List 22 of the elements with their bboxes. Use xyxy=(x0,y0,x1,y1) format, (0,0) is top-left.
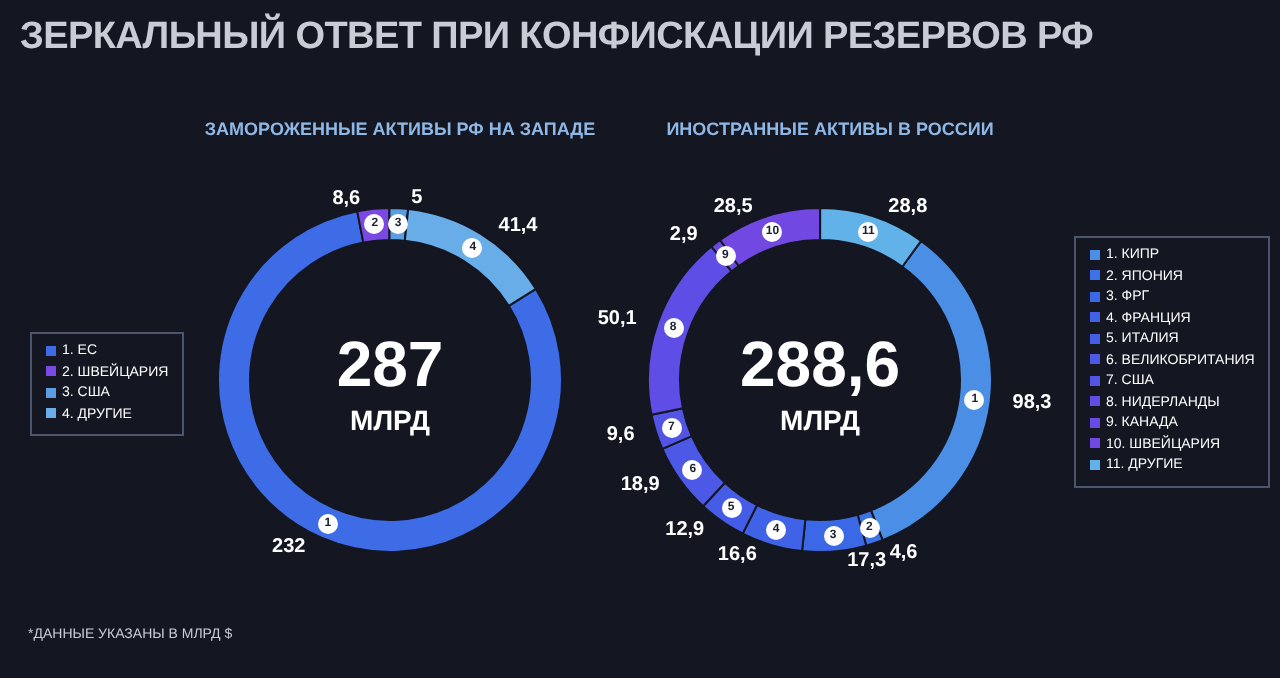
data-label: 41,4 xyxy=(498,214,539,237)
data-label: 2,9 xyxy=(669,224,699,247)
data-label: 18,9 xyxy=(620,474,661,497)
data-label: 9,6 xyxy=(606,424,636,447)
data-label: 17,3 xyxy=(847,550,888,573)
text: МЛРД xyxy=(780,404,860,436)
data-label: 16,6 xyxy=(717,543,758,566)
data-label: 4,6 xyxy=(889,541,919,564)
text: 287 xyxy=(336,328,444,400)
text: МЛРД xyxy=(350,404,430,436)
data-label: 28,5 xyxy=(713,195,754,218)
chart-subtitle: ИНОСТРАННЫЕ АКТИВЫ В РОССИИ xyxy=(666,119,994,139)
data-label: 232 xyxy=(272,535,307,558)
data-label: 8,6 xyxy=(332,187,362,210)
data-label: 5 xyxy=(411,187,424,210)
data-label: 12,9 xyxy=(665,518,706,541)
data-label: 50,1 xyxy=(597,307,638,330)
chart-subtitle: ЗАМОРОЖЕННЫЕ АКТИВЫ РФ НА ЗАПАДЕ xyxy=(204,119,596,139)
text: 288,6 xyxy=(739,328,901,400)
data-label: 98,3 xyxy=(1012,392,1053,415)
data-label: 28,8 xyxy=(888,195,929,218)
chart-title: ЗЕРКАЛЬНЫЙ ОТВЕТ ПРИ КОНФИСКАЦИИ РЕЗЕРВОВ РФ xyxy=(20,16,1094,60)
